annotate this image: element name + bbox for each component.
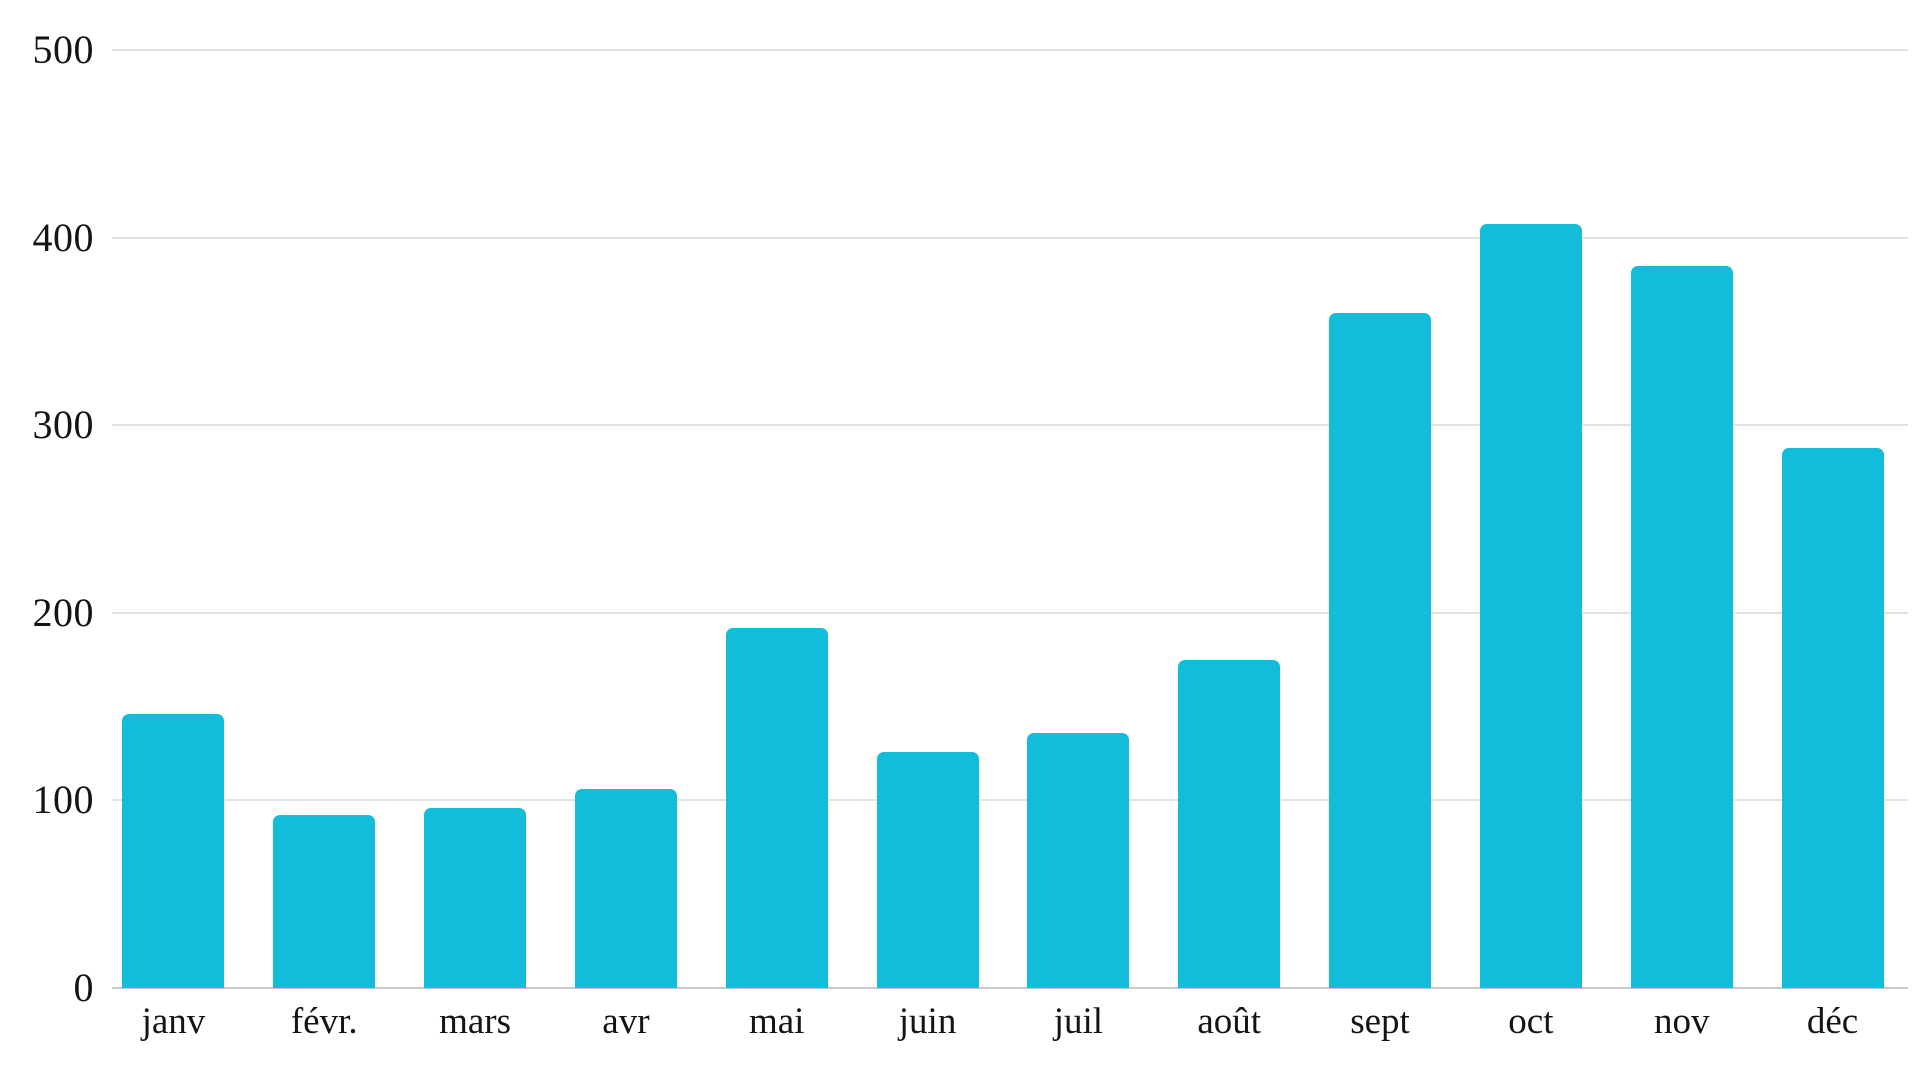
bar-slot bbox=[701, 0, 852, 988]
bar-dc bbox=[1781, 447, 1884, 988]
bar-slot bbox=[400, 0, 551, 988]
bar-slot bbox=[1305, 0, 1456, 988]
x-tick-label: févr. bbox=[290, 1001, 358, 1042]
bar-sept bbox=[1329, 312, 1432, 988]
y-tick-label: 100 bbox=[32, 777, 94, 823]
y-tick-label: 300 bbox=[32, 402, 94, 448]
x-tick-label: janv bbox=[141, 1001, 206, 1042]
bar-oct bbox=[1479, 224, 1582, 988]
bar-slot bbox=[249, 0, 400, 988]
bar-slot bbox=[1455, 0, 1606, 988]
y-tick-label: 500 bbox=[32, 27, 94, 72]
bar-janv bbox=[122, 714, 225, 988]
x-tick-label: sept bbox=[1350, 1001, 1410, 1042]
bar-slot bbox=[1606, 0, 1757, 988]
y-tick-label: 200 bbox=[32, 589, 94, 635]
x-tick-label: oct bbox=[1508, 1001, 1554, 1042]
bar-slot bbox=[852, 0, 1003, 988]
bar-slot bbox=[98, 0, 249, 988]
x-tick-label: juin bbox=[898, 1001, 957, 1042]
bar-slot bbox=[1003, 0, 1154, 988]
bar-mars bbox=[424, 807, 527, 988]
bar-slot bbox=[1757, 0, 1908, 988]
x-tick-label: avr bbox=[602, 1001, 650, 1042]
bar-mai bbox=[725, 627, 828, 988]
x-tick-label: août bbox=[1197, 1001, 1262, 1042]
x-axis: janv févr. mars avr mai juin juil août sept oct no… bbox=[98, 1000, 1908, 1044]
bar-slot bbox=[550, 0, 701, 988]
bar-juil bbox=[1027, 732, 1130, 988]
x-tick-label: juil bbox=[1053, 1001, 1104, 1042]
bar-nov bbox=[1630, 265, 1733, 988]
y-tick-label: 0 bbox=[73, 965, 94, 1010]
x-tick-label: mai bbox=[748, 1001, 805, 1042]
x-tick-label: nov bbox=[1653, 1001, 1710, 1042]
bar-slot bbox=[1154, 0, 1305, 988]
bar-aot bbox=[1178, 659, 1281, 988]
bars-layer bbox=[98, 0, 1908, 988]
x-tick-label: mars bbox=[439, 1001, 512, 1042]
x-tick-label: déc bbox=[1806, 1001, 1859, 1042]
bar-juin bbox=[876, 751, 979, 988]
bar-avr bbox=[574, 789, 677, 988]
y-tick-label: 400 bbox=[32, 214, 94, 260]
bar-fvr bbox=[273, 815, 376, 988]
y-axis: 0 100 200 300 400 500 bbox=[0, 0, 94, 1080]
